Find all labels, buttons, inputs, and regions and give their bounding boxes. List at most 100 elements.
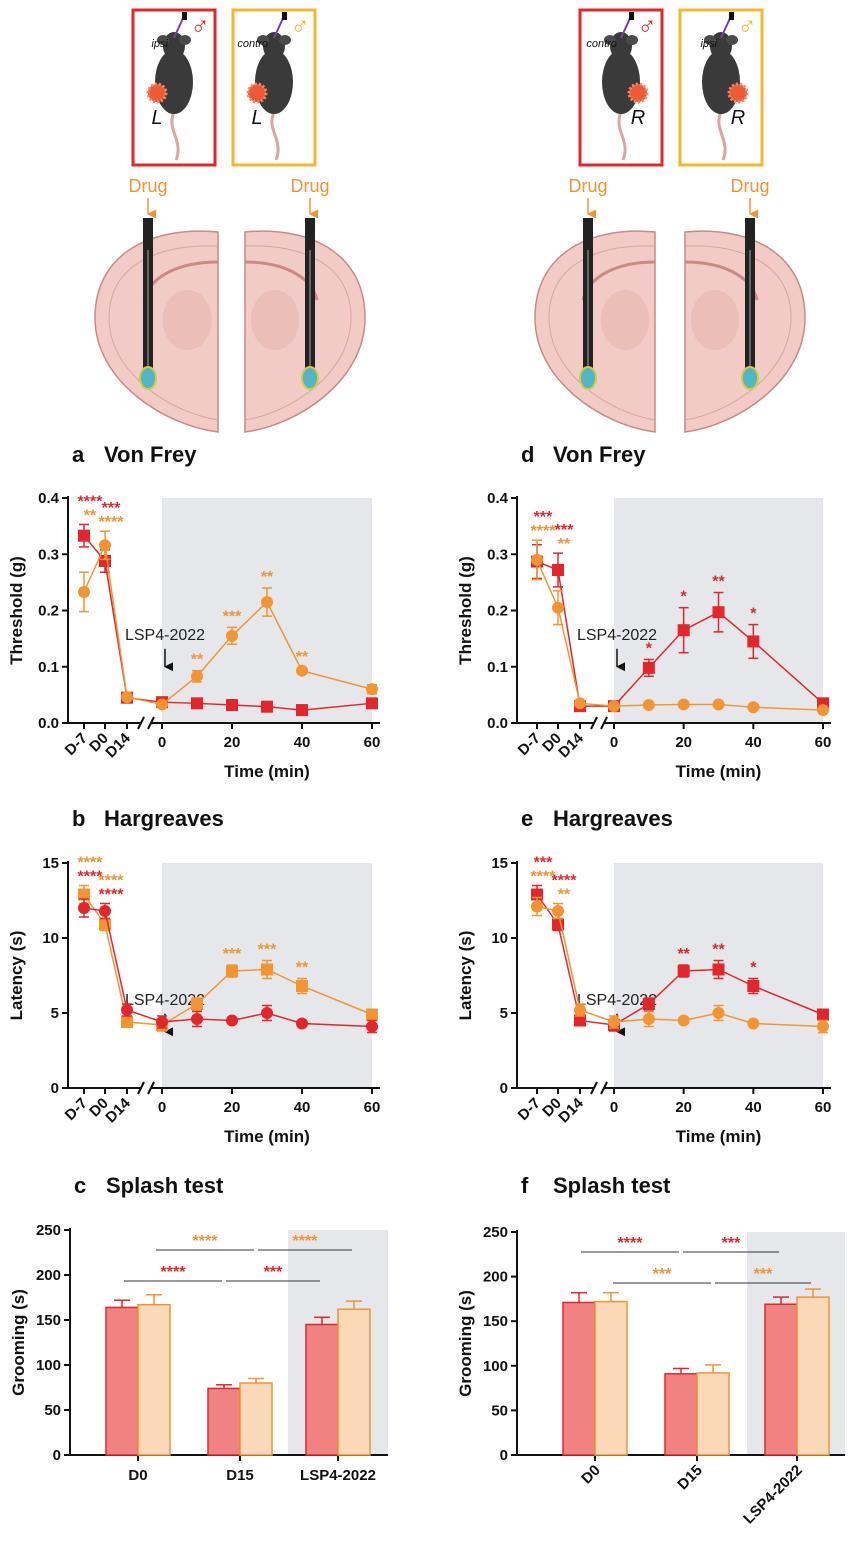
axis-break <box>137 1081 145 1095</box>
marker <box>261 596 273 609</box>
bar <box>137 1303 171 1456</box>
mouse-ear <box>726 35 738 45</box>
significance: **** <box>193 1233 219 1250</box>
marker <box>552 905 564 917</box>
marker <box>747 1017 760 1030</box>
sex-symbol: ♂ <box>290 10 310 40</box>
y-tick-label: 0.2 <box>38 603 59 620</box>
x-tick-label: 0 <box>610 1099 618 1116</box>
y-axis-label: Grooming (s) <box>456 1290 475 1397</box>
marker <box>552 564 564 576</box>
y-tick-label: 10 <box>42 930 59 947</box>
y-tick-label: 0.0 <box>38 715 59 732</box>
marker <box>156 1016 168 1028</box>
bar <box>664 1373 698 1456</box>
x-tick-label: 20 <box>224 734 241 751</box>
y-tick-label: 0.0 <box>487 715 508 732</box>
inflamed-paw <box>246 82 268 104</box>
marker <box>642 998 655 1010</box>
marker <box>261 1007 273 1019</box>
significance: * <box>681 589 688 606</box>
target-region <box>301 366 319 390</box>
marker <box>817 1008 829 1021</box>
annotation: LSP4-2022 <box>577 627 657 644</box>
drug-label: Drug <box>730 176 769 196</box>
significance: **** <box>531 523 557 540</box>
marker <box>642 661 655 674</box>
significance: **** <box>78 869 104 886</box>
axis-break <box>137 716 145 730</box>
marker <box>191 697 203 710</box>
marker <box>531 900 543 913</box>
marker <box>226 965 238 977</box>
inflamed-paw <box>146 82 168 104</box>
y-tick-label: 100 <box>36 1357 61 1374</box>
marker <box>677 965 690 977</box>
y-tick-label: 0.2 <box>487 603 508 620</box>
x-tick-label: LSP4-2022 <box>740 1462 806 1528</box>
marker <box>78 529 90 542</box>
marker <box>226 629 238 642</box>
marker <box>296 664 308 677</box>
x-axis-label: Time (min) <box>676 1127 762 1146</box>
cannula-core <box>309 250 311 368</box>
fiber-side: ipsi <box>700 38 717 50</box>
y-tick-label: 0 <box>500 1080 508 1097</box>
x-tick-label: 60 <box>815 1099 832 1116</box>
inflamed-paw <box>727 82 749 104</box>
mouse-ear <box>257 35 269 45</box>
y-tick-label: 150 <box>36 1312 61 1329</box>
bar <box>305 1323 339 1456</box>
y-axis-label: Latency (s) <box>456 931 475 1021</box>
marker <box>261 700 273 713</box>
fiber-cap <box>729 12 734 20</box>
brain-cortex <box>244 245 352 421</box>
significance: ** <box>261 569 274 586</box>
mouse-ear <box>179 35 191 45</box>
significance: **** <box>99 873 125 890</box>
axis-break <box>147 716 155 730</box>
panel-letter: a <box>72 442 85 467</box>
significance: ** <box>677 946 690 963</box>
sex-symbol: ♂ <box>190 10 210 40</box>
marker <box>78 888 90 901</box>
x-tick-label: D15 <box>226 1467 254 1484</box>
x-tick-label: D14 <box>102 1094 134 1126</box>
marker <box>296 704 308 717</box>
fiber-side: contro <box>586 38 617 50</box>
mouse-tail <box>270 111 280 161</box>
x-tick-label: D14 <box>555 1094 587 1126</box>
significance: *** <box>722 1235 741 1252</box>
drug-label: Drug <box>568 176 607 196</box>
significance: *** <box>258 942 277 959</box>
mouse-ear <box>279 35 291 45</box>
significance: **** <box>99 887 125 904</box>
chart-title: Splash test <box>553 1173 671 1198</box>
y-axis-label: Latency (s) <box>7 931 26 1021</box>
marker <box>552 601 564 614</box>
bar <box>337 1308 371 1456</box>
y-tick-label: 0.1 <box>487 659 508 676</box>
y-tick-label: 15 <box>42 855 59 872</box>
y-tick-label: 15 <box>491 855 508 872</box>
marker <box>712 963 725 976</box>
paw-side: R <box>731 107 745 129</box>
x-tick-label: D14 <box>555 729 587 761</box>
significance: *** <box>534 855 553 872</box>
mouse-ear <box>626 35 638 45</box>
cannula-core <box>749 250 751 368</box>
annotation: LSP4-2022 <box>125 992 205 1009</box>
fiber-side: contro <box>237 38 268 50</box>
significance: ** <box>712 574 725 591</box>
significance: * <box>646 640 653 657</box>
x-tick-label: 40 <box>745 734 762 751</box>
annotation: LSP4-2022 <box>125 627 205 644</box>
axis-break <box>600 716 608 730</box>
axis-break <box>590 716 598 730</box>
brain-thalamus <box>601 290 649 350</box>
marker <box>99 539 111 552</box>
x-tick-label: 40 <box>294 734 311 751</box>
drug-label: Drug <box>128 176 167 196</box>
marker <box>817 704 829 717</box>
marker <box>261 963 273 976</box>
